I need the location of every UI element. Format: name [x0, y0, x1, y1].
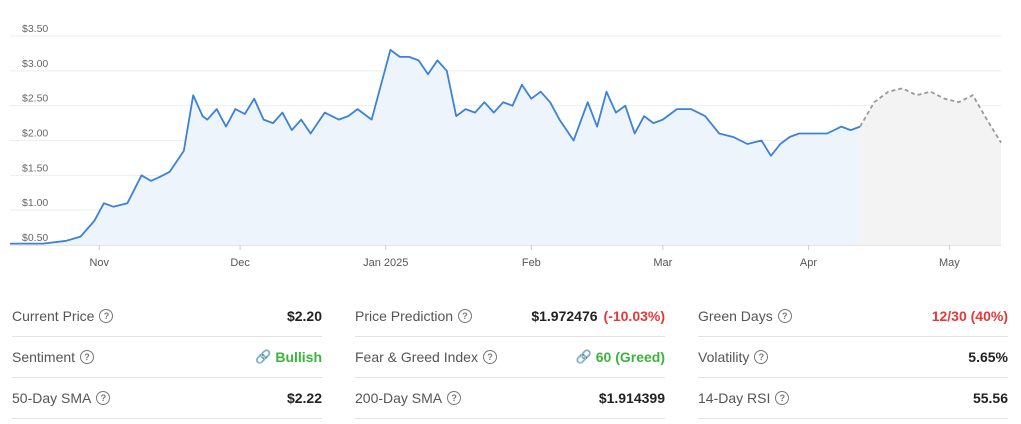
stats-column: Green Days? 12/30 (40%) Volatility? 5.65% 14… — [698, 296, 1008, 419]
stat-value-text: 12/30 (40%) — [931, 308, 1008, 324]
x-tick-label: Mar — [653, 257, 672, 269]
stat-label-text: Fear & Greed Index — [355, 349, 478, 365]
x-tick-label: May — [939, 257, 960, 269]
stat-row: Volatility? 5.65% — [698, 337, 1008, 378]
prediction-area — [860, 88, 1001, 245]
change-percent: (-10.03%) — [603, 308, 665, 324]
stat-label-text: 200-Day SMA — [355, 390, 443, 406]
stat-row: 14-Day RSI? 55.56 — [698, 378, 1008, 419]
stat-label-text: 50-Day SMA — [12, 390, 92, 406]
stat-label: Price Prediction? — [355, 308, 473, 324]
link-icon[interactable]: 🔗 — [575, 349, 592, 364]
stat-value-text: $1.972476 — [531, 308, 598, 324]
stat-label: Current Price? — [12, 308, 114, 324]
history-area — [10, 49, 861, 246]
stat-row: 200-Day SMA? $1.914399 — [355, 378, 665, 419]
x-tick-label: Jan 2025 — [363, 257, 408, 269]
stat-label-text: Volatility — [698, 349, 750, 365]
stat-value: $1.914399 — [599, 390, 665, 406]
help-icon[interactable]: ? — [775, 391, 790, 405]
stat-label: Sentiment? — [12, 349, 95, 365]
help-icon[interactable]: ? — [99, 309, 114, 323]
help-icon[interactable]: ? — [80, 350, 95, 364]
stats-column: Current Price? $2.20 Sentiment? 🔗 Bullish 50-… — [12, 296, 322, 419]
help-icon[interactable]: ? — [96, 391, 111, 405]
stat-value-text: $2.20 — [286, 308, 322, 324]
stat-row: 50-Day SMA? $2.22 — [12, 378, 322, 419]
stat-row: Fear & Greed Index? 🔗 60 (Greed) — [355, 337, 665, 378]
stats-table: Current Price? $2.20 Sentiment? 🔗 Bullish 50-… — [12, 296, 1008, 419]
y-tick-label: $3.00 — [22, 58, 48, 70]
stat-row: Green Days? 12/30 (40%) — [698, 296, 1008, 337]
stat-label: Fear & Greed Index? — [355, 349, 497, 365]
link-icon[interactable]: 🔗 — [255, 349, 272, 364]
y-tick-label: $2.00 — [22, 128, 48, 140]
help-icon[interactable]: ? — [777, 309, 792, 323]
help-icon[interactable]: ? — [754, 350, 769, 364]
stat-label: 200-Day SMA? — [355, 390, 462, 406]
y-tick-label: $3.50 — [22, 23, 48, 35]
y-tick-label: $2.50 — [22, 93, 48, 105]
stat-label-text: 14-Day RSI — [698, 390, 771, 406]
stat-value: 12/30 (40%) — [932, 308, 1008, 324]
y-tick-label: $1.00 — [22, 197, 48, 209]
history-line — [10, 49, 861, 245]
stat-row: Price Prediction? $1.972476 (-10.03%) — [355, 296, 665, 337]
price-chart: $0.50 $1.00 $1.50 $2.00 $2.50 $3.00 $3.50 Nov D… — [10, 23, 1002, 269]
help-icon[interactable]: ? — [482, 350, 497, 364]
help-icon[interactable]: ? — [458, 309, 473, 323]
stat-value-text: 55.56 — [972, 390, 1008, 406]
stat-label-text: Current Price — [12, 308, 95, 324]
stat-label-text: Green Days — [698, 308, 773, 324]
chart-lines — [10, 49, 1002, 245]
stat-value-text: $2.22 — [286, 390, 322, 406]
chart-areas — [10, 49, 1001, 246]
stat-value: $2.22 — [287, 390, 322, 406]
help-icon[interactable]: ? — [447, 391, 462, 405]
stat-row: Sentiment? 🔗 Bullish — [12, 337, 322, 378]
stat-label-text: Price Prediction — [355, 308, 454, 324]
x-tick-label: Nov — [89, 257, 109, 269]
stat-value: 5.65% — [968, 349, 1008, 365]
stat-value: $2.20 — [287, 308, 322, 324]
x-axis-labels: Nov Dec Jan 2025 Feb Mar Apr May — [89, 257, 960, 269]
stat-value: $1.972476 (-10.03%) — [531, 308, 665, 324]
stat-label: 50-Day SMA? — [12, 390, 111, 406]
stat-value-text: Bullish — [275, 349, 322, 365]
stat-value: 🔗 Bullish — [255, 349, 322, 365]
stat-label: Green Days? — [698, 308, 792, 324]
stat-value: 55.56 — [973, 390, 1008, 406]
x-tick-label: Feb — [522, 257, 541, 269]
x-tick-label: Dec — [230, 257, 250, 269]
y-axis-labels: $0.50 $1.00 $1.50 $2.00 $2.50 $3.00 $3.50 — [22, 23, 48, 244]
y-tick-label: $1.50 — [22, 162, 48, 174]
stat-value: 🔗 60 (Greed) — [576, 349, 665, 365]
stat-value-text: $1.914399 — [598, 390, 665, 406]
stat-label: Volatility? — [698, 349, 769, 365]
stat-label: 14-Day RSI? — [698, 390, 790, 406]
stat-value-text: 5.65% — [968, 349, 1008, 365]
stat-row: Current Price? $2.20 — [12, 296, 322, 337]
y-tick-label: $0.50 — [22, 232, 48, 244]
x-tick-label: Apr — [800, 257, 817, 269]
stat-label-text: Sentiment — [12, 349, 76, 365]
stat-value-text: 60 (Greed) — [595, 349, 665, 365]
stats-column: Price Prediction? $1.972476 (-10.03%) Fear … — [355, 296, 665, 419]
